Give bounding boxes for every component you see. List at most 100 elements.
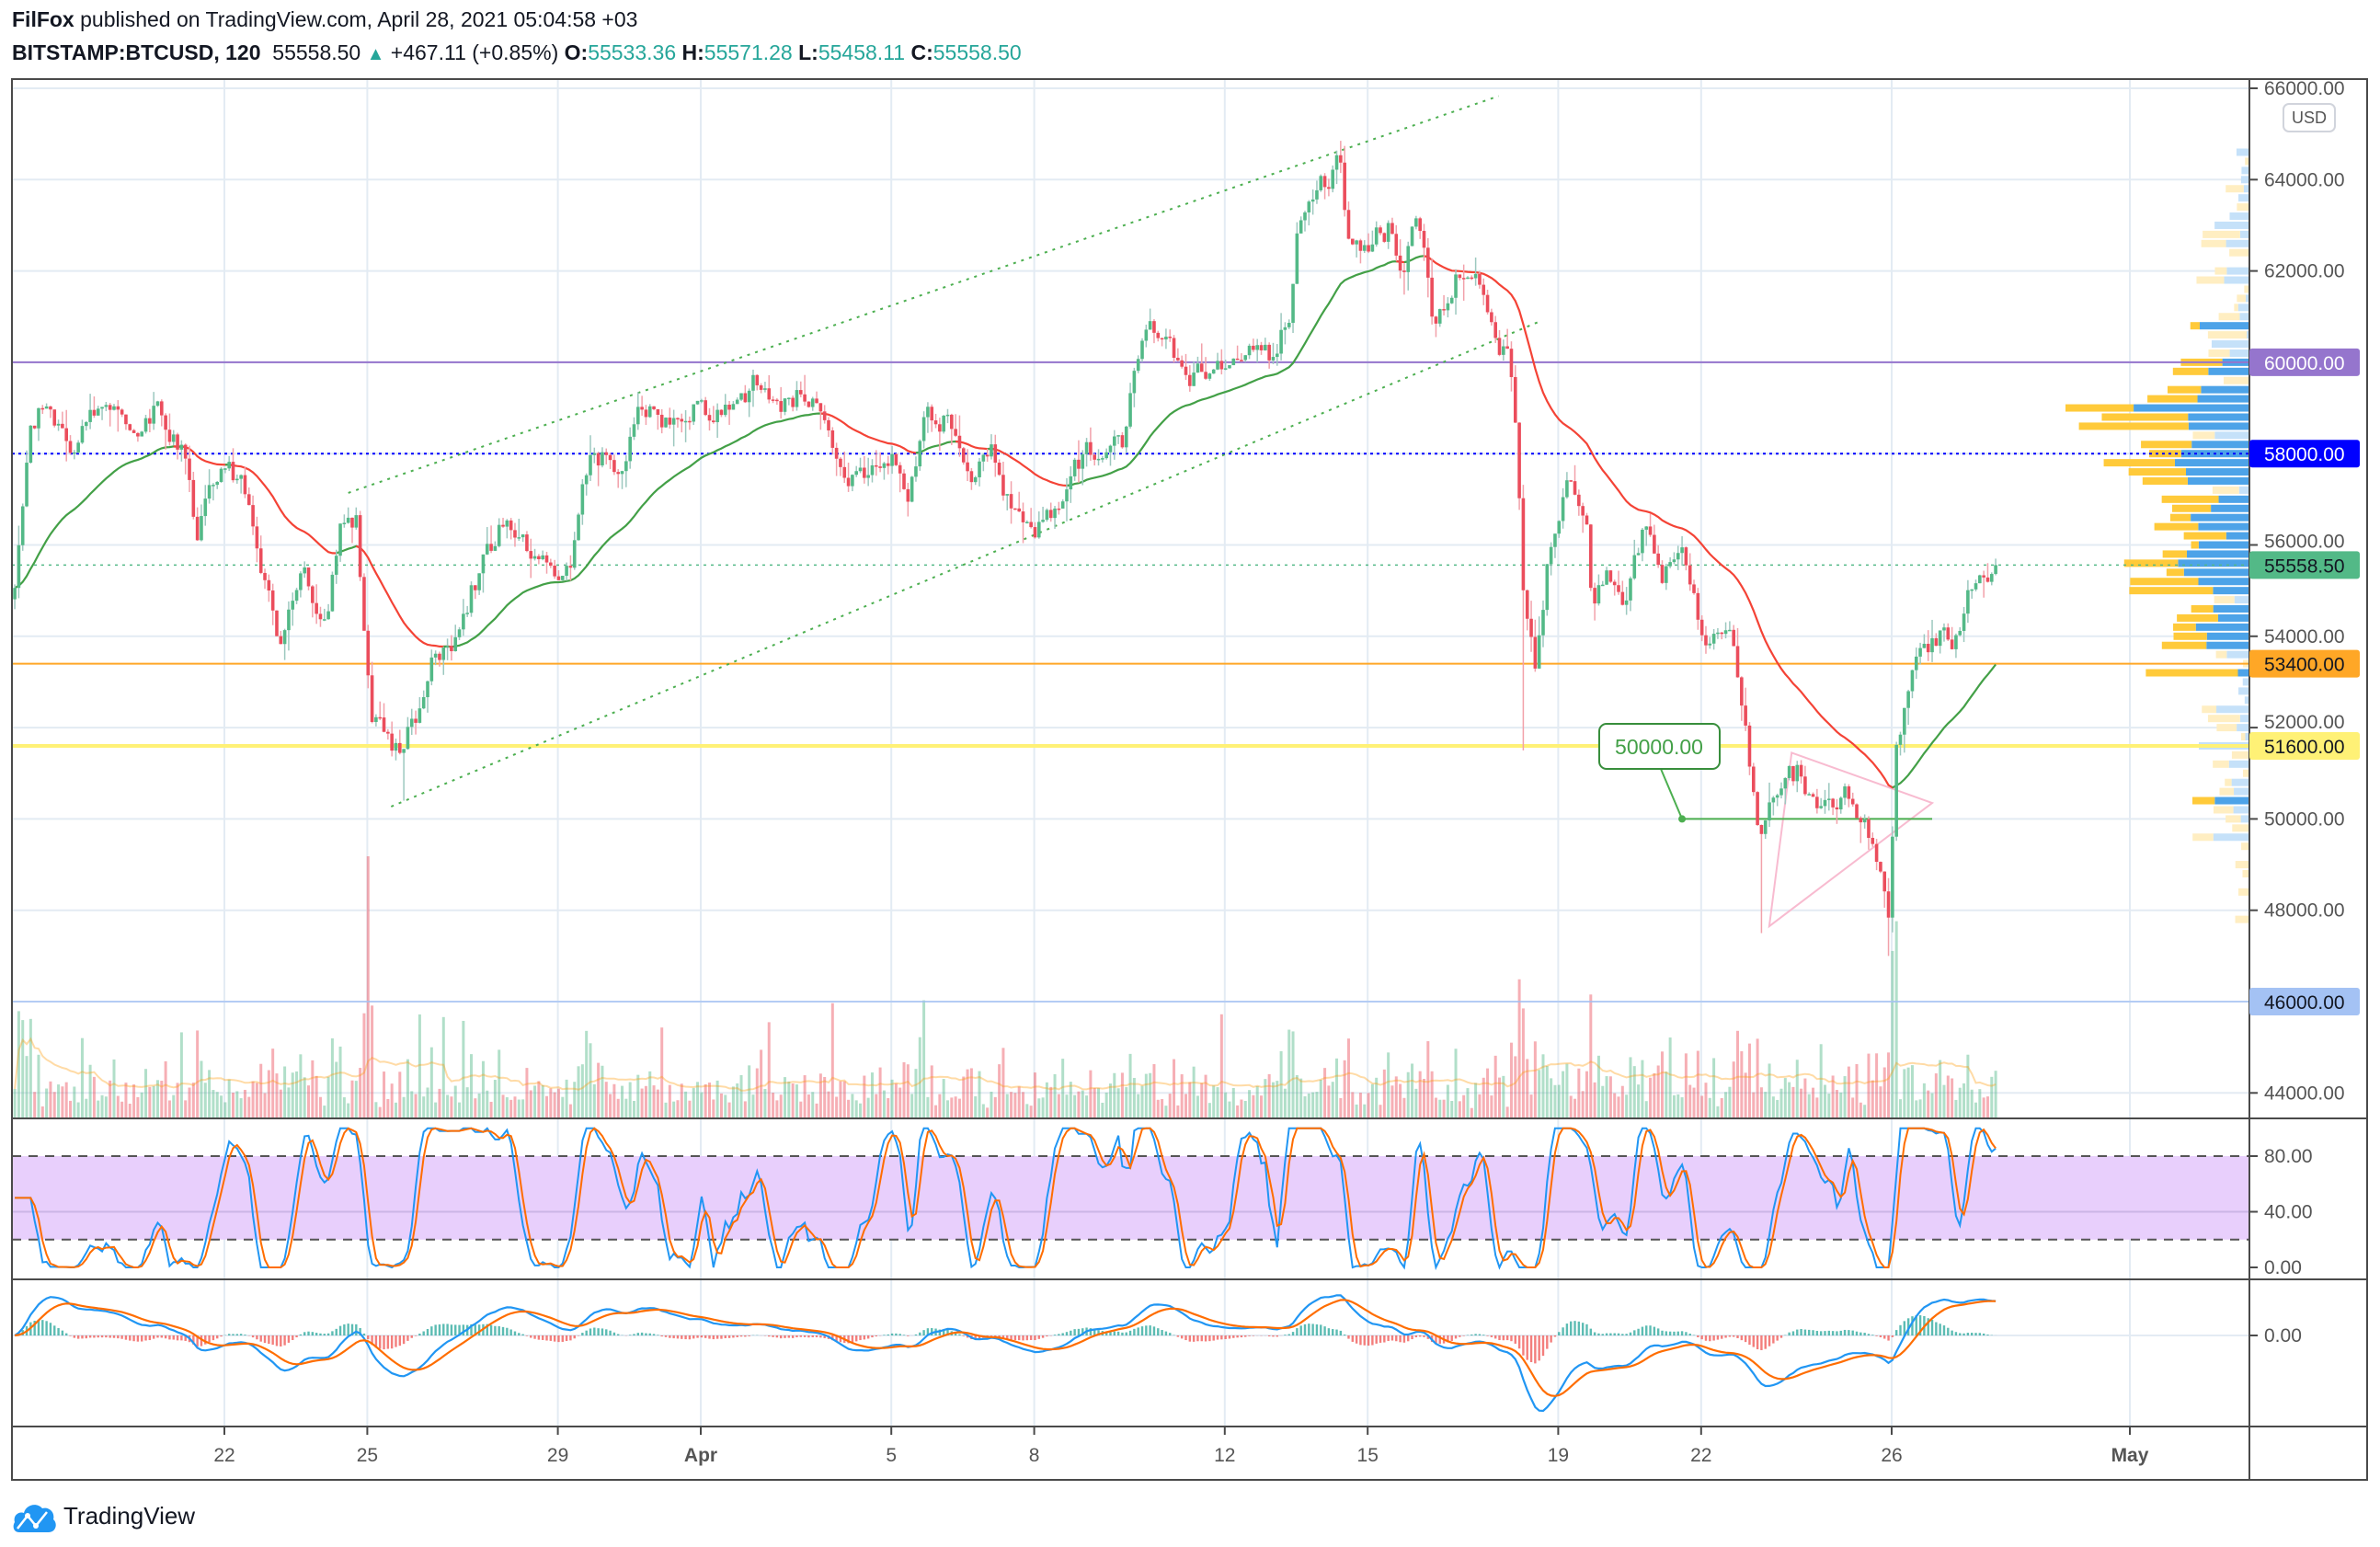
volume-bar bbox=[1260, 1095, 1264, 1118]
volume-bar bbox=[1486, 1068, 1490, 1118]
candle-body bbox=[1763, 819, 1768, 834]
tradingview-logo[interactable]: TradingView bbox=[12, 1497, 195, 1534]
volume-bar bbox=[208, 1070, 212, 1118]
macd-histogram-bar bbox=[1716, 1335, 1720, 1340]
candle-body bbox=[1168, 337, 1173, 338]
candle-body bbox=[1101, 458, 1104, 460]
volume-profile-up-bar bbox=[2214, 431, 2249, 440]
macd-histogram-bar bbox=[1918, 1315, 1922, 1335]
volume-profile-up-bar bbox=[2226, 650, 2249, 659]
volume-profile-down-bar bbox=[2173, 623, 2196, 631]
volume-bar bbox=[1315, 1092, 1319, 1118]
author-name[interactable]: FilFox bbox=[12, 7, 74, 31]
price-label-box-53400.00[interactable] bbox=[2249, 649, 2360, 678]
candle-body bbox=[601, 452, 604, 466]
macd-histogram-bar bbox=[907, 1335, 910, 1336]
macd-histogram-bar bbox=[1128, 1330, 1132, 1335]
price-label-58000.00[interactable]: 58000.00 bbox=[2264, 444, 2345, 465]
ema-line-resistance bbox=[820, 412, 921, 454]
volume-bar bbox=[1001, 1048, 1005, 1118]
candle-body bbox=[1882, 871, 1887, 892]
price-label-box-58000.00[interactable] bbox=[2249, 440, 2360, 468]
price-label-60000.00[interactable]: 60000.00 bbox=[2264, 353, 2345, 374]
volume-bar bbox=[1843, 1076, 1847, 1118]
macd-histogram-bar bbox=[1272, 1335, 1275, 1337]
volume-profile-down-bar bbox=[2103, 459, 2175, 467]
volume-bar bbox=[628, 1082, 632, 1118]
candle-body bbox=[1831, 798, 1835, 808]
currency-button[interactable]: USD bbox=[2283, 103, 2336, 132]
callout-box[interactable] bbox=[1598, 723, 1721, 770]
macd-histogram-bar bbox=[1236, 1335, 1239, 1338]
volume-bar bbox=[775, 1100, 779, 1118]
drawings[interactable]: 50000.00 bbox=[348, 95, 1935, 929]
volume-bar bbox=[859, 1103, 863, 1118]
volume-bar bbox=[251, 1081, 255, 1118]
volume-bar bbox=[966, 1069, 969, 1118]
candle-body bbox=[457, 629, 462, 637]
macd-histogram-bar bbox=[1680, 1331, 1684, 1335]
volume-bar bbox=[1903, 1069, 1906, 1118]
volume-bar bbox=[326, 1076, 330, 1118]
candle-body bbox=[421, 697, 426, 709]
candle-body bbox=[188, 458, 191, 480]
price-label-55558.50[interactable]: 55558.50 bbox=[2264, 556, 2345, 577]
channel-line-lower[interactable] bbox=[390, 320, 1540, 808]
volume-bar bbox=[875, 1094, 878, 1118]
callout-pointer[interactable] bbox=[1660, 768, 1684, 819]
macd-histogram-bar bbox=[704, 1335, 707, 1338]
macd-histogram-bar bbox=[184, 1335, 187, 1341]
macd-histogram-bar bbox=[768, 1335, 771, 1337]
price-label-box-60000.00[interactable] bbox=[2249, 348, 2360, 376]
price-label-box-46000.00[interactable] bbox=[2249, 988, 2360, 1015]
macd-histogram-bar bbox=[390, 1335, 394, 1349]
volume-bar bbox=[696, 1082, 700, 1118]
candle-body bbox=[49, 406, 52, 410]
candle-body bbox=[680, 418, 684, 422]
candle-body bbox=[1060, 501, 1065, 509]
price-label-46000.00[interactable]: 46000.00 bbox=[2264, 992, 2345, 1014]
candle-body bbox=[374, 716, 378, 722]
volume-bar bbox=[1942, 1084, 1946, 1118]
volume-bar bbox=[597, 1062, 601, 1118]
ema-line-support bbox=[915, 440, 960, 454]
macd-histogram-bar bbox=[100, 1335, 104, 1338]
volume-profile-up-bar bbox=[2226, 239, 2249, 247]
volume-bar bbox=[882, 1090, 886, 1118]
macd-histogram-bar bbox=[1414, 1335, 1418, 1338]
price-label-51600.00[interactable]: 51600.00 bbox=[2264, 737, 2345, 758]
triangle-pattern[interactable] bbox=[1768, 751, 1935, 929]
horizontal-levels[interactable] bbox=[12, 361, 2249, 1003]
volume-bar bbox=[1152, 1064, 1156, 1118]
volume-bar bbox=[33, 1092, 37, 1118]
ema-line-resistance bbox=[990, 447, 1071, 487]
candle-body bbox=[1874, 843, 1879, 863]
macd-histogram-bar bbox=[1303, 1324, 1307, 1335]
macd-histogram-bar bbox=[1649, 1325, 1652, 1335]
macd-histogram-bar bbox=[1756, 1335, 1759, 1350]
macd-histogram-bar bbox=[160, 1335, 163, 1338]
axes[interactable]: 44000.0048000.0050000.0052000.0054000.00… bbox=[213, 78, 2360, 1466]
volume-bar bbox=[1137, 1094, 1140, 1118]
macd-histogram-bar bbox=[1653, 1326, 1656, 1335]
time-tick-label: May bbox=[2111, 1445, 2149, 1466]
macd-histogram-bar bbox=[1435, 1335, 1437, 1345]
volume-profile-up-bar bbox=[2229, 212, 2249, 221]
callout-anchor[interactable] bbox=[1678, 815, 1687, 823]
macd-histogram-bar bbox=[64, 1333, 68, 1335]
candle-body bbox=[898, 464, 902, 474]
volume-bar bbox=[934, 1105, 938, 1118]
volume-bar bbox=[144, 1069, 148, 1118]
volume-bar bbox=[513, 1096, 517, 1118]
candle-body bbox=[1938, 630, 1942, 647]
macd-histogram-bar bbox=[1704, 1335, 1708, 1341]
callout-label[interactable]: 50000.00 bbox=[1615, 735, 1703, 759]
macd-histogram-bar bbox=[1070, 1330, 1072, 1335]
price-label-box-55558.50[interactable] bbox=[2249, 551, 2360, 579]
volume-bar bbox=[847, 1099, 851, 1118]
volume-profile-up-bar bbox=[2186, 550, 2249, 558]
price-label-53400.00[interactable]: 53400.00 bbox=[2264, 655, 2345, 676]
volume-bar bbox=[1267, 1073, 1271, 1118]
price-label-box-51600.00[interactable] bbox=[2249, 731, 2360, 760]
